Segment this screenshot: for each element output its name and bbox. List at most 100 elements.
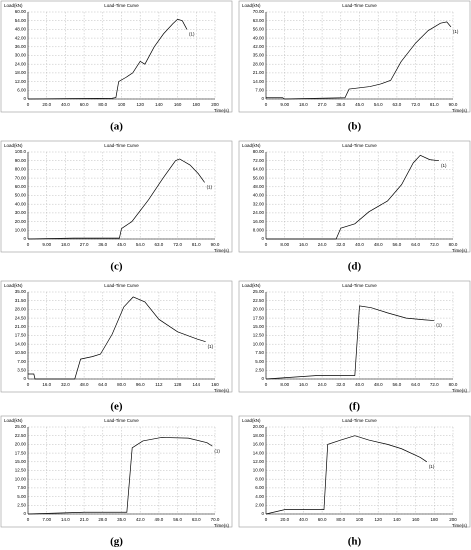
x-tick-label: 40.0 bbox=[299, 517, 308, 522]
y-tick-label: 2.50 bbox=[17, 502, 26, 507]
y-tick-label: 8.00 bbox=[255, 476, 264, 481]
y-tick-label: 7.50 bbox=[255, 350, 264, 355]
chart-frame bbox=[0, 0, 233, 113]
load-curve bbox=[265, 435, 428, 515]
y-tick-label: 25.00 bbox=[253, 289, 265, 294]
x-tick-label: 7.00 bbox=[42, 517, 51, 522]
x-tick-label: 16.0 bbox=[299, 242, 308, 247]
y-tick-label: 35.00 bbox=[253, 53, 265, 58]
y-tick-label: 20.00 bbox=[15, 219, 27, 224]
y-tick-label: 80.00 bbox=[253, 149, 265, 154]
x-tick-label: 100 bbox=[356, 517, 364, 522]
x-tick-label: 96.0 bbox=[136, 382, 145, 387]
load-curve bbox=[265, 305, 435, 380]
y-tick-label: 49.00 bbox=[253, 35, 265, 40]
y-tick-label: 7.50 bbox=[17, 485, 26, 490]
x-tick-label: 70.0 bbox=[211, 517, 220, 522]
y-tick-label: 21.00 bbox=[253, 70, 265, 75]
x-tick-label: 54.0 bbox=[374, 102, 383, 107]
x-tick-label: 36.0 bbox=[98, 242, 107, 247]
series-label: (1) bbox=[429, 464, 435, 469]
x-tick-label: 100 bbox=[118, 102, 126, 107]
x-tick-label: 120 bbox=[136, 102, 144, 107]
y-tick-label: 0 bbox=[23, 96, 26, 101]
series-label: (1) bbox=[189, 32, 195, 37]
x-tick-label: 90.0 bbox=[449, 102, 458, 107]
x-tick-label: 60.0 bbox=[80, 102, 89, 107]
y-tick-label: 24.50 bbox=[15, 315, 27, 320]
y-tick-label: 31.50 bbox=[15, 298, 27, 303]
x-tick-label: 40.0 bbox=[355, 382, 364, 387]
chart: Load-Time Curve Load(kN) Time(s) 0 2.50 5.00 7… bbox=[0, 415, 233, 548]
x-tick-label: 128 bbox=[174, 382, 182, 387]
y-tick-label: 16.00 bbox=[253, 442, 265, 447]
y-tick-label: 40.00 bbox=[15, 201, 27, 206]
x-tick-label: 32.0 bbox=[336, 382, 345, 387]
x-tick-label: 56.0 bbox=[393, 382, 402, 387]
chart-title: Load-Time Curve bbox=[104, 3, 139, 8]
y-tick-label: 14.00 bbox=[253, 79, 265, 84]
y-tick-label: 22.50 bbox=[253, 298, 265, 303]
series-label: (1) bbox=[214, 448, 220, 453]
caption: (d) bbox=[348, 261, 362, 273]
x-tick-label: 56.0 bbox=[393, 242, 402, 247]
y-tick-label: 18.00 bbox=[253, 433, 265, 438]
y-tick-label: 42.00 bbox=[15, 35, 27, 40]
series-label: (1) bbox=[208, 344, 214, 349]
y-tick-label: 28.00 bbox=[15, 307, 27, 312]
caption: (f) bbox=[349, 401, 360, 413]
chart: Load-Time CurveLoad(kN)Time(s)08.00016.0… bbox=[238, 140, 471, 273]
y-tick-label: 30.00 bbox=[15, 53, 27, 58]
x-tick-label: 18.0 bbox=[299, 102, 308, 107]
y-axis-label: Load(kN) bbox=[242, 3, 261, 8]
x-tick-label: 35.0 bbox=[117, 517, 126, 522]
x-tick-label: 63.0 bbox=[192, 517, 201, 522]
x-tick-label: 0 bbox=[265, 102, 268, 107]
x-tick-label: 80.0 bbox=[117, 382, 126, 387]
y-tick-label: 32.00 bbox=[253, 201, 265, 206]
series-label: (1) bbox=[207, 185, 213, 190]
x-tick-label: 160 bbox=[412, 517, 420, 522]
y-tick-label: 6.00 bbox=[17, 87, 26, 92]
chart-frame bbox=[0, 280, 233, 393]
y-tick-label: 35.00 bbox=[15, 289, 27, 294]
x-tick-label: 16.0 bbox=[299, 382, 308, 387]
load-curve bbox=[27, 18, 188, 100]
y-axis-label: Load(kN) bbox=[242, 283, 261, 288]
x-tick-label: 0 bbox=[27, 102, 30, 107]
chart-title: Load-Time Curve bbox=[104, 418, 139, 423]
x-tick-label: 120 bbox=[374, 517, 382, 522]
chart-frame bbox=[238, 280, 471, 393]
y-axis-label: Load(kN) bbox=[242, 418, 261, 423]
y-tick-label: 28.00 bbox=[253, 61, 265, 66]
y-tick-label: 50.00 bbox=[15, 193, 27, 198]
y-tick-label: 72.00 bbox=[253, 158, 265, 163]
chart: Load-Time Curve Load(kN) Time(s) 0 2.50 5.00 7… bbox=[238, 280, 471, 413]
x-axis-label: Time(s) bbox=[452, 108, 468, 113]
y-tick-label: 100.0 bbox=[15, 149, 27, 154]
y-tick-label: 90.00 bbox=[15, 158, 27, 163]
x-tick-label: 80.0 bbox=[336, 517, 345, 522]
y-tick-label: 24.00 bbox=[253, 210, 265, 215]
x-tick-label: 180 bbox=[431, 517, 439, 522]
x-tick-label: 0 bbox=[27, 382, 30, 387]
y-tick-label: 60.00 bbox=[15, 9, 27, 14]
x-axis-label: Time(s) bbox=[214, 108, 230, 113]
x-tick-label: 72.0 bbox=[411, 102, 420, 107]
y-tick-label: 20.00 bbox=[15, 442, 27, 447]
y-tick-label: 21.00 bbox=[15, 324, 27, 329]
y-tick-label: 54.00 bbox=[15, 18, 27, 23]
x-tick-label: 24.0 bbox=[318, 242, 327, 247]
y-tick-label: 12.50 bbox=[15, 468, 27, 473]
load-curve bbox=[27, 437, 213, 515]
x-tick-label: 144 bbox=[193, 382, 201, 387]
y-tick-label: 0 bbox=[261, 96, 264, 101]
x-tick-label: 16.0 bbox=[42, 382, 51, 387]
chart-title: Load-Time Curve bbox=[104, 283, 139, 288]
y-tick-label: 7.00 bbox=[17, 359, 26, 364]
y-tick-label: 17.50 bbox=[253, 315, 265, 320]
y-tick-label: 14.00 bbox=[15, 341, 27, 346]
x-tick-label: 14.0 bbox=[61, 517, 70, 522]
y-tick-label: 12.00 bbox=[253, 459, 265, 464]
y-tick-label: 42.00 bbox=[253, 44, 265, 49]
